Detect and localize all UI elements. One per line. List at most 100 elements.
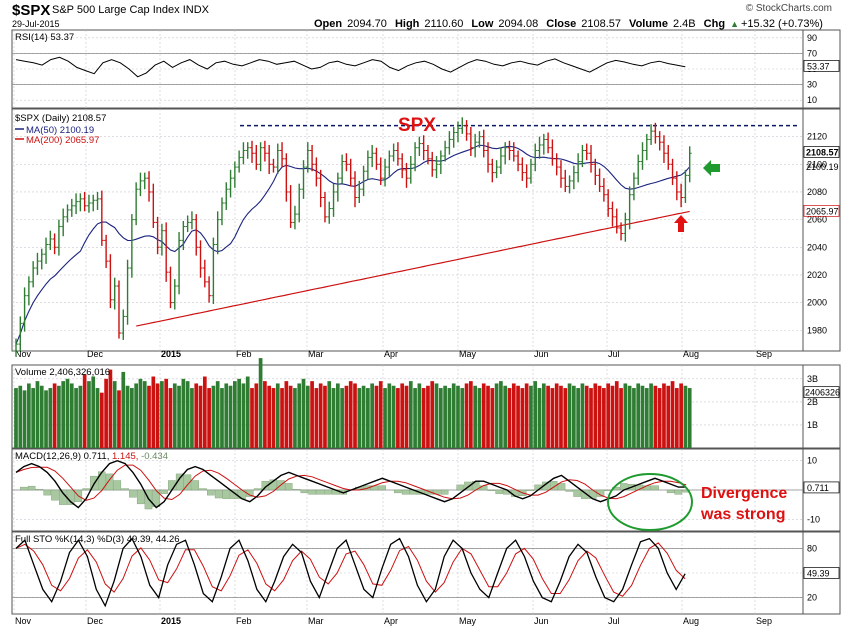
volume-bar <box>44 390 48 448</box>
volume-bar <box>125 385 130 448</box>
open-value: 2094.70 <box>347 18 387 30</box>
volume-bar <box>610 385 615 448</box>
divergence-annotation: Divergence <box>701 485 787 502</box>
volume-bar <box>340 388 344 448</box>
macd-hist-bar <box>573 489 581 497</box>
price-tick-label: 2120 <box>807 132 827 142</box>
x-tick-label-bottom: Mar <box>308 616 324 626</box>
volume-bar <box>563 388 568 448</box>
volume-bar <box>207 388 211 448</box>
volume-bar <box>593 383 598 448</box>
volume-bar <box>335 383 340 448</box>
rsi-tick-label: 30 <box>807 80 817 90</box>
volume-bar <box>185 381 190 448</box>
volume-bar <box>361 385 366 448</box>
volume-bar <box>314 388 319 448</box>
macd-hist-bar <box>222 489 231 499</box>
axis-frame-price <box>802 108 841 352</box>
x-tick-label-top: May <box>459 349 477 359</box>
volume-bar <box>670 381 675 448</box>
volume-bar <box>438 388 443 448</box>
volume-bar <box>310 381 314 448</box>
volume-bar <box>134 383 138 448</box>
rsi-last-tag <box>803 60 840 72</box>
volume-bar <box>172 383 177 448</box>
price-tick-label: 2000 <box>807 298 827 308</box>
macd-hist-bar <box>300 489 309 494</box>
macd-hist-bar <box>121 488 129 491</box>
volume-bar <box>348 381 353 448</box>
volume-bar <box>147 385 151 448</box>
macd-hist-bar <box>35 489 44 491</box>
volume-bar <box>511 383 516 448</box>
x-tick-label-bottom: May <box>459 616 477 626</box>
price-last-tag <box>803 146 840 158</box>
volume-bar <box>541 383 546 448</box>
volume-bar <box>91 376 96 448</box>
macd-hist-bar <box>323 489 332 495</box>
macd-hist-bar <box>440 489 449 495</box>
vol-tick-label: 3B <box>807 374 818 384</box>
rsi-tick-label: 70 <box>807 48 817 58</box>
rsi-tick-label: 10 <box>807 95 817 105</box>
divergence-circle <box>607 473 693 531</box>
volume-bar <box>117 390 121 448</box>
x-tick-label-top: Jun <box>534 349 549 359</box>
volume-bar <box>507 388 512 448</box>
divergence-annotation: was strong <box>700 506 785 523</box>
chg-value: +15.32 (+0.73%) <box>740 18 823 30</box>
volume-bar <box>190 388 194 448</box>
volume-bar <box>516 385 520 448</box>
price-legend-title: $SPX (Daily) 2108.57 <box>15 113 106 124</box>
volume-bar <box>597 385 602 448</box>
x-tick-label-top: Feb <box>236 349 252 359</box>
volume-bar <box>666 385 671 448</box>
volume-bar <box>280 388 284 448</box>
red-arrow-icon <box>674 215 688 232</box>
macd-hist-bar <box>362 485 371 491</box>
volume-bar <box>151 376 156 448</box>
macd-hist-bar <box>308 489 316 495</box>
macd-hist-bar <box>316 489 324 495</box>
volume-bar <box>69 383 74 448</box>
volume-label: Volume <box>629 18 668 30</box>
volume-bar <box>503 385 508 448</box>
volume-bar <box>649 383 653 448</box>
volume-bar <box>473 385 477 448</box>
volume-bar <box>460 388 465 448</box>
volume-bar <box>327 381 332 448</box>
high-value: 2110.60 <box>424 18 464 30</box>
volume-bar <box>331 388 336 448</box>
sto-k-line <box>15 537 686 608</box>
x-tick-label-bottom: Nov <box>15 616 32 626</box>
volume-bar <box>477 388 482 448</box>
volume-bar <box>370 383 375 448</box>
volume-bar <box>494 383 499 448</box>
macd-hist-bar <box>113 480 122 491</box>
volume-bar <box>164 378 169 448</box>
volume-bar <box>524 383 529 448</box>
x-tick-label-top: Mar <box>308 349 324 359</box>
volume-bar <box>177 385 181 448</box>
open-label: Open <box>314 18 343 30</box>
volume-bar <box>284 381 289 448</box>
close-value: 2108.57 <box>581 18 621 30</box>
macd-hist-bar <box>651 485 659 491</box>
volume-bar <box>602 388 606 448</box>
x-tick-label-top: Sep <box>756 349 772 359</box>
x-tick-label-top: Jul <box>608 349 620 359</box>
volume-bar <box>464 383 469 448</box>
ohlc-summary: Open 2094.70 High 2110.60 Low 2094.08 Close… <box>314 18 828 30</box>
volume-bar <box>82 374 87 448</box>
volume-bar <box>237 378 241 448</box>
volume-bar <box>576 388 580 448</box>
macd-hist-bar <box>183 474 192 491</box>
volume-bar <box>640 385 645 448</box>
volume-bar <box>481 383 486 448</box>
volume-bar <box>224 383 229 448</box>
volume-bar <box>52 383 57 448</box>
volume-bar <box>378 381 383 448</box>
macd-tick-label: -10 <box>807 514 820 524</box>
macd-tick-label: 10 <box>807 456 817 466</box>
macd-hist-bar <box>549 481 558 491</box>
